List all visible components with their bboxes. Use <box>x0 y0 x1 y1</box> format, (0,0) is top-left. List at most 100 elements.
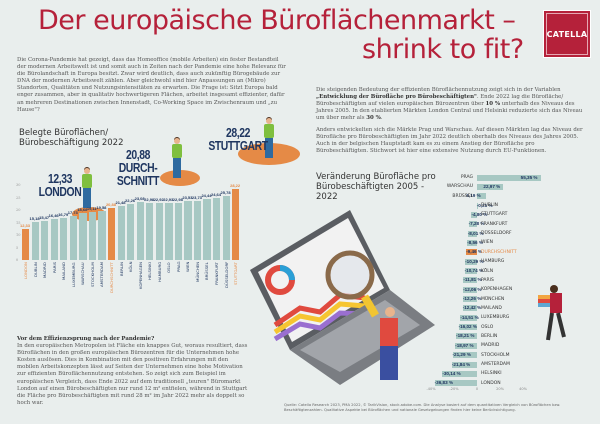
hbar-city-label: MÜNCHEN <box>481 296 505 302</box>
hbar-value: -0,21 % <box>476 202 493 208</box>
right-paragraph-1: Die steigenden Bedeutung der effizienten… <box>316 87 584 122</box>
hbar-value: 22,97 % <box>483 183 501 189</box>
bar <box>203 198 211 260</box>
chart2-title: Veränderung Bürofläche pro Bürobeschäfti… <box>316 172 436 202</box>
hbar-value: 55,35 % <box>520 174 538 180</box>
hbar-city-label: LUXEMBURG <box>481 315 510 321</box>
hbar-city-label: MADRID <box>481 343 500 349</box>
bar <box>69 215 78 260</box>
hbar <box>477 193 487 200</box>
text-span: unterhalb des Niveaus des Jahres 2005. I… <box>316 101 583 122</box>
hbar-value: -12,42 % <box>462 305 482 311</box>
hbar-value: -10,29 % <box>465 258 484 264</box>
bar-category-label: DÜSSELDORF <box>223 262 229 289</box>
bar-value: 18,68 <box>77 207 88 213</box>
hbar-value: -21,29 % <box>452 352 471 358</box>
laptop-magnifier-icon <box>250 210 435 385</box>
bar <box>117 206 125 260</box>
callout-london-value: 12,33 <box>47 171 73 186</box>
text-bold: 10 % <box>485 101 500 108</box>
x-tick: 40% <box>519 387 527 391</box>
hbar-value: 8,19 % <box>466 193 481 199</box>
hbar-city-label: LONDON <box>481 380 501 386</box>
bar-value: 15,47 <box>39 215 50 221</box>
bar-category-label: HELSINKI <box>147 262 153 280</box>
bar-category-label: PARIS <box>51 262 57 274</box>
bar-category-label: STUTTGART <box>233 262 239 285</box>
right-paragraph-2: Anders entwickelten sich die Märkte Prag… <box>316 127 583 155</box>
callout-average-value: 20,88 <box>125 147 151 162</box>
callout-london-label: LONDON <box>38 184 82 199</box>
bar <box>31 222 39 260</box>
bar-value: 22,26 <box>125 198 136 204</box>
bar <box>60 218 68 260</box>
bar-value: 23,08 <box>134 196 145 202</box>
page-title-line2: shrink to fit? <box>362 34 524 65</box>
hbar-value: -8,01 % <box>467 230 484 236</box>
bar-value: 19,11 <box>86 206 97 212</box>
hbar-value: -12,06 % <box>463 286 482 292</box>
bar-category-label: MADRID <box>42 262 48 278</box>
text-span: . <box>380 115 383 122</box>
bar <box>232 189 240 260</box>
callout-stuttgart: 28,22 STUTTGART <box>206 126 270 152</box>
bar-value: 22,98 <box>144 196 155 202</box>
laptop-illustration <box>240 200 440 390</box>
bar-value: 19,58 <box>96 205 107 211</box>
text-bold: „Entwicklung der Bürofläche pro Bürobesc… <box>316 94 477 101</box>
bar <box>136 202 144 260</box>
bar-category-label: AMSTERDAM <box>99 262 105 287</box>
hbar-value: -30,14 % <box>442 370 461 376</box>
hbar-city-label: PRAG <box>460 175 473 180</box>
bar-value: 16,79 <box>58 212 69 218</box>
hbar <box>467 239 477 246</box>
text-span: . Ende 2022 lag die Bürofläche/ Bürobesc… <box>316 94 564 108</box>
bar-value: 20,88 <box>105 201 116 207</box>
bar-category-label: WARSCHAU <box>80 262 86 285</box>
logo-text: CATELLA <box>546 29 588 39</box>
bar-category-label: KÖLN <box>128 262 134 273</box>
hbar-city-label: STOCKHOLM <box>481 352 510 358</box>
hbar <box>442 370 477 377</box>
hbar-city-label: WARSCHAU <box>446 184 473 190</box>
bar-value: 16,46 <box>48 212 59 218</box>
hbar <box>452 352 477 359</box>
hbar-city-label: BRÜSSEL <box>452 193 473 199</box>
hbar-city-label: HELSINKI <box>481 371 502 377</box>
bar <box>213 198 221 260</box>
hbar <box>451 361 477 368</box>
hbar-city-label: OSLO <box>481 324 494 330</box>
bar-value: 17,73 <box>67 209 78 215</box>
hbar-value: -10,74 % <box>464 268 484 273</box>
hbar <box>434 380 477 387</box>
x-tick: 0 <box>475 387 479 391</box>
hbar-value: -14,51 % <box>460 314 479 320</box>
woman-with-books-icon <box>538 285 568 345</box>
hbar <box>462 305 477 312</box>
bar-value: 25,78 <box>220 189 231 195</box>
hbar <box>466 249 477 256</box>
bar <box>155 202 163 260</box>
y-tick: 0 <box>16 258 19 262</box>
bar <box>184 201 192 260</box>
hbar-city-label: DÜSSELDORF <box>481 231 512 237</box>
bar <box>41 221 49 260</box>
hbar-city-label: DUBLIN <box>481 203 499 209</box>
bar-value: 23,53 <box>182 195 193 201</box>
bar-category-label: DURCHSCHNITT <box>108 262 114 293</box>
hbar <box>471 211 477 218</box>
bar-value: 15,18 <box>29 216 40 222</box>
bar-value: 22,93 <box>163 196 174 202</box>
callout-average-label2: SCHNITT <box>116 173 160 188</box>
hbar <box>477 183 504 190</box>
bottom-body: In den europäischen Metropolen ist Fläch… <box>17 343 248 406</box>
bar <box>98 211 106 260</box>
bar-category-label: BRÜSSEL <box>204 262 210 280</box>
x-tick: -40% <box>426 387 436 391</box>
y-tick: 10 <box>16 233 21 237</box>
bar <box>174 202 183 260</box>
bar-value: 24,64 <box>211 192 222 198</box>
hbar-city-label: BERLIN <box>481 333 498 339</box>
bar <box>127 204 135 260</box>
bar-value: 22,92 <box>153 196 164 202</box>
